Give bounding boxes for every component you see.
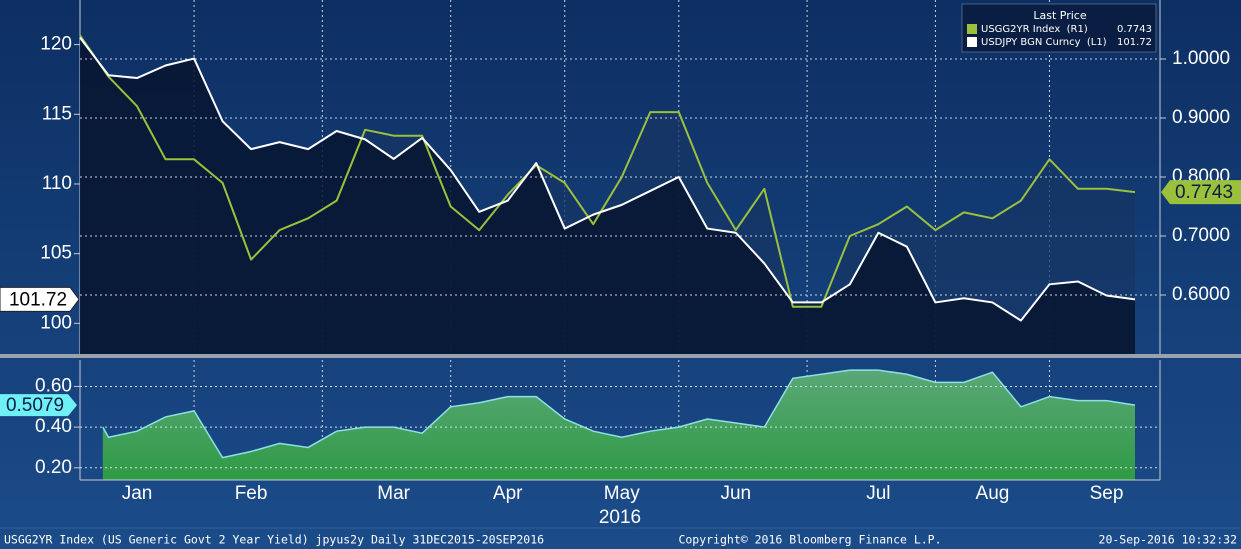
x-tick-label: Jan [122, 483, 153, 504]
last-price-label: 0.5079 [6, 395, 64, 416]
x-tick-label: Mar [377, 483, 410, 504]
bottom-panel: 0.20 0.40 0.600.5079 [0, 360, 1161, 480]
footer-center: Copyright© 2016 Bloomberg Finance L.P. [678, 533, 941, 547]
x-tick-label: Jul [866, 483, 890, 504]
series-line [79, 34, 1136, 308]
y-tick-label: 110 [42, 173, 72, 194]
x-tick-label: Apr [493, 483, 523, 504]
spread-line [102, 369, 1136, 459]
last-price-tag [1161, 180, 1241, 205]
y-tick-label: 105 [40, 243, 72, 264]
legend-title: Last Price [1033, 9, 1086, 22]
legend-label: USDJPY BGN Curncy (L1) [981, 37, 1107, 48]
y-tick-label: 0.60 [35, 375, 72, 396]
last-price-tag [0, 286, 80, 312]
x-tick-label: May [604, 483, 640, 504]
spread-area [102, 370, 1136, 480]
y2-tick-label: 0.6000 [1172, 284, 1230, 305]
footer-left: USGG2YR Index (US Generic Govt 2 Year Yi… [4, 533, 544, 547]
x-tick-label: Aug [976, 483, 1010, 504]
x-tick-label: Jun [720, 483, 751, 504]
x-tick-label: Feb [235, 483, 268, 504]
y2-tick-label: 0.7000 [1172, 225, 1230, 246]
last-price-label: 0.7743 [1175, 182, 1233, 203]
y2-tick-label: 0.9000 [1172, 107, 1230, 128]
legend: Last Price USGG2YR Index (R1) 0.7743 USDJP… [961, 3, 1157, 53]
y-tick-label: 120 [40, 34, 72, 55]
last-price-tag [0, 394, 77, 417]
y-tick-label: 0.40 [35, 416, 72, 437]
y-tick-label: 100 [40, 312, 72, 333]
panel-divider [0, 354, 1241, 358]
top-panel: 1001051101151200.60000.70000.80000.90001… [0, 0, 1241, 355]
legend-value: 101.72 [1117, 37, 1152, 48]
footer-right: 20-Sep-2016 10:32:32 [1099, 533, 1237, 547]
last-price-label: 101.72 [9, 289, 67, 310]
x-axis-label: 2016 [599, 507, 641, 528]
legend-value: 0.7743 [1117, 24, 1152, 35]
y-tick-label: 0.20 [35, 457, 72, 478]
x-tick-label: Sep [1090, 483, 1124, 504]
legend-swatch [967, 37, 977, 47]
series-line [79, 37, 1136, 322]
legend-box [961, 3, 1157, 53]
legend-label: USGG2YR Index (R1) [981, 24, 1088, 35]
legend-swatch [967, 24, 977, 34]
series-area [80, 37, 1135, 355]
y2-tick-label: 1.0000 [1172, 48, 1230, 69]
y-tick-label: 115 [42, 103, 72, 124]
